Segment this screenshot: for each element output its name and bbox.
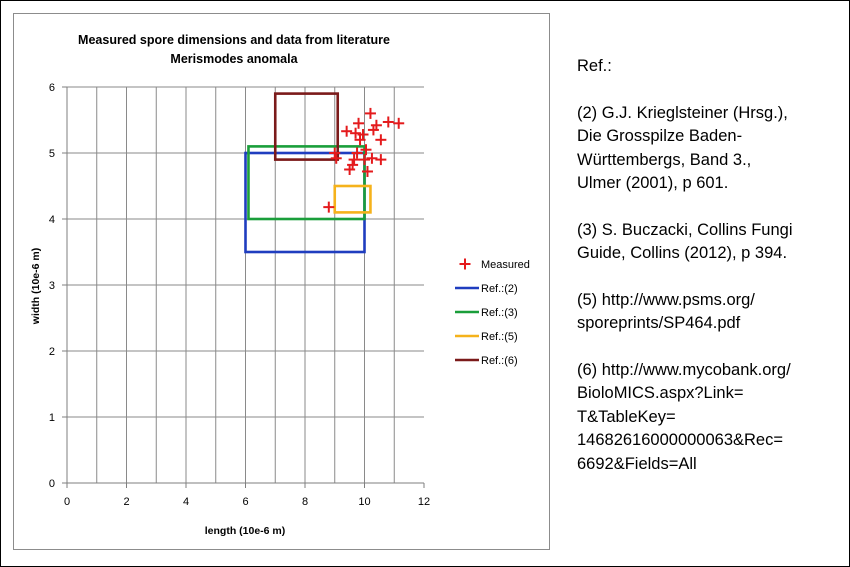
- legend-item: Ref.:(2): [455, 283, 518, 295]
- measured-point: [347, 159, 359, 171]
- x-tick-label: 10: [358, 496, 370, 508]
- legend-label: Ref.:(5): [481, 331, 518, 343]
- x-tick-label: 4: [183, 496, 189, 508]
- references-heading: Ref.:: [577, 57, 612, 75]
- x-tick-label: 8: [302, 496, 308, 508]
- measured-point: [351, 147, 363, 159]
- y-axis-label: width (10e-6 m): [30, 248, 42, 325]
- grid-layer: [67, 86, 424, 483]
- legend-label: Measured: [481, 259, 530, 271]
- y-tick-label: 4: [49, 214, 55, 226]
- measured-point: [341, 125, 353, 137]
- legend-item: Ref.:(6): [455, 355, 518, 367]
- legend-marker: [459, 258, 471, 270]
- chart-subtitle: Merismodes anomala: [170, 52, 298, 66]
- measured-point: [323, 201, 335, 213]
- legend: Measured Ref.:(2) Ref.:(3) Ref.:(5) Ref.:(6): [455, 258, 530, 367]
- measured-point: [393, 117, 405, 129]
- measured-point: [350, 127, 362, 139]
- reference-5: (5) http://www.psms.org/ sporeprints/SP4…: [577, 290, 755, 333]
- chart-title: Measured spore dimensions and data from …: [78, 33, 390, 47]
- legend-label: Ref.:(2): [481, 283, 518, 295]
- measured-point: [375, 134, 387, 146]
- chart-text: Measured spore dimensions and data from …: [30, 33, 390, 537]
- x-axis-label: length (10e-6 m): [205, 525, 286, 537]
- reference-6: (6) http://www.mycobank.org/ BioloMICS.a…: [577, 360, 791, 473]
- legend-item: Measured: [459, 258, 530, 271]
- legend-item: Ref.:(3): [455, 307, 518, 319]
- x-tick-label: 0: [64, 496, 70, 508]
- y-tick-label: 5: [49, 148, 55, 160]
- measured-point: [361, 165, 373, 177]
- measured-point: [329, 147, 341, 159]
- y-tick-label: 1: [49, 412, 55, 424]
- reference-rect: [333, 184, 372, 214]
- measured-points: [323, 107, 405, 213]
- measured-point: [364, 107, 376, 119]
- reference-2: (2) G.J. Krieglsteiner (Hrsg.), Die Gros…: [577, 103, 788, 193]
- chart-area: 0 2 4 6 8 10 12 0 1 2 3 4 5 6 Measured spore dimensio…: [13, 13, 550, 550]
- measured-point: [370, 119, 382, 131]
- x-tick-label: 12: [418, 496, 430, 508]
- x-tick-label: 6: [242, 496, 248, 508]
- reference-rectangles: [244, 92, 372, 254]
- measured-point: [375, 154, 387, 166]
- legend-label: Ref.:(6): [481, 355, 518, 367]
- y-tick-label: 0: [49, 478, 55, 490]
- legend-item: Ref.:(5): [455, 331, 518, 343]
- y-tick-label: 6: [49, 82, 55, 94]
- measured-point: [360, 144, 372, 156]
- references-panel: Ref.: (2) G.J. Krieglsteiner (Hrsg.), Di…: [577, 55, 842, 499]
- y-tick-label: 2: [49, 346, 55, 358]
- x-tick-label: 2: [123, 496, 129, 508]
- reference-3: (3) S. Buczacki, Collins Fungi Guide, Co…: [577, 220, 793, 263]
- measured-point: [359, 154, 370, 166]
- reference-rect: [247, 145, 366, 221]
- measured-point: [330, 152, 342, 164]
- measured-point: [353, 117, 365, 129]
- measured-point: [366, 152, 378, 164]
- measured-point: [357, 129, 369, 141]
- legend-label: Ref.:(3): [481, 307, 518, 319]
- measured-point: [348, 154, 360, 166]
- measured-point: [382, 116, 394, 128]
- y-tick-label: 3: [49, 280, 55, 292]
- reference-rect: [273, 92, 340, 161]
